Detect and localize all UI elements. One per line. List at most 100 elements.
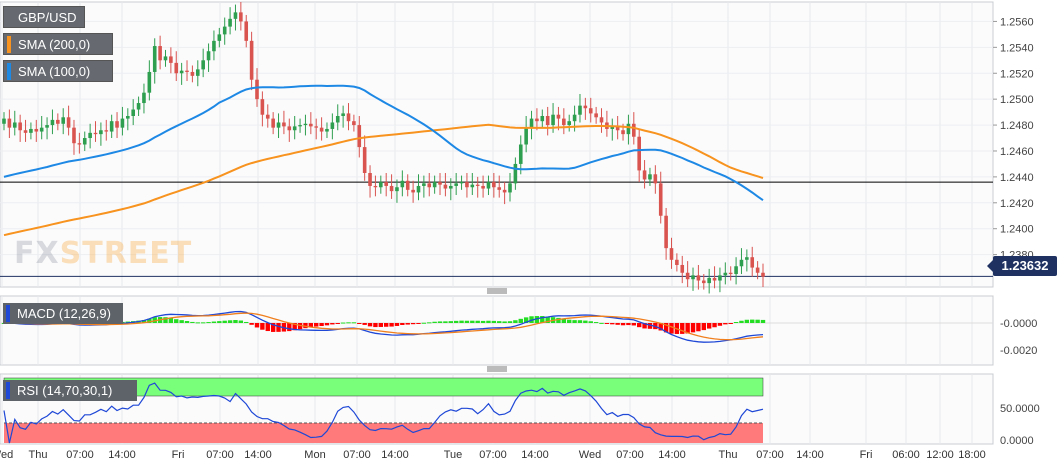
y-tick-label: 1.2440 bbox=[1000, 172, 1034, 184]
macd-bar bbox=[184, 321, 190, 323]
candle-body bbox=[642, 170, 647, 180]
candle-body bbox=[739, 259, 744, 267]
macd-bar bbox=[163, 317, 168, 323]
macd-bar bbox=[663, 323, 669, 333]
sma200-legend[interactable]: SMA (200,0) bbox=[3, 33, 113, 55]
x-tick-label: 18:00 bbox=[958, 449, 986, 461]
candle-body bbox=[61, 117, 66, 124]
macd-bar bbox=[486, 320, 491, 323]
macd-bar bbox=[696, 323, 701, 332]
macd-bar bbox=[755, 319, 760, 323]
macd-bar bbox=[357, 323, 362, 324]
candle-body bbox=[330, 122, 335, 129]
candle-body bbox=[637, 136, 641, 171]
candle-body bbox=[212, 40, 216, 52]
candle-body bbox=[734, 266, 738, 275]
candle-body bbox=[147, 71, 152, 93]
macd-bar bbox=[540, 316, 545, 323]
macd-bar bbox=[265, 323, 270, 332]
candle-body bbox=[303, 123, 308, 126]
candle-body bbox=[249, 40, 254, 80]
candle-body bbox=[99, 130, 103, 135]
macd-bar bbox=[620, 323, 626, 326]
candle-body bbox=[282, 122, 286, 127]
macd-bar bbox=[610, 323, 615, 325]
x-tick-label: 07:00 bbox=[479, 449, 507, 461]
macd-bar bbox=[249, 323, 254, 325]
macd-bar bbox=[470, 320, 475, 323]
macd-bar bbox=[636, 323, 642, 328]
macd-bar bbox=[330, 323, 335, 325]
macd-bar bbox=[260, 323, 265, 330]
candle-body bbox=[524, 127, 528, 145]
candle-body bbox=[502, 189, 507, 193]
macd-bar bbox=[534, 316, 540, 323]
candle-body bbox=[745, 257, 749, 260]
candle-body bbox=[12, 122, 17, 128]
candle-body bbox=[653, 174, 658, 184]
x-tick-label: 14:00 bbox=[381, 449, 409, 461]
macd-bar bbox=[227, 320, 233, 323]
macd-bar bbox=[222, 320, 227, 323]
x-tick-label: 07:00 bbox=[616, 449, 644, 461]
candle-body bbox=[422, 183, 426, 186]
candle-body bbox=[728, 272, 733, 275]
last-price-tag: 1.23632 bbox=[987, 256, 1057, 276]
y-tick-label: 1.2480 bbox=[1000, 120, 1034, 132]
symbol-legend: GBP/USD bbox=[3, 6, 85, 28]
candle-body bbox=[508, 183, 512, 193]
macd-label[interactable]: MACD (12,26,9) bbox=[3, 303, 123, 324]
candle-body bbox=[432, 182, 437, 188]
macd-y-tick: -0.0020 bbox=[1000, 345, 1037, 357]
macd-bar bbox=[238, 320, 244, 323]
candle-body bbox=[416, 185, 421, 193]
macd-bar bbox=[287, 323, 292, 332]
sma100-legend[interactable]: SMA (100,0) bbox=[3, 60, 113, 82]
candle-body bbox=[239, 12, 243, 22]
candle-body bbox=[492, 182, 496, 188]
macd-bar bbox=[416, 323, 421, 324]
candle-body bbox=[567, 121, 572, 126]
candle-body bbox=[77, 143, 82, 145]
x-tick-label: 14:00 bbox=[796, 449, 824, 461]
candle-body bbox=[648, 174, 652, 180]
x-tick-label: Fri bbox=[172, 449, 185, 461]
candle-body bbox=[34, 128, 39, 132]
candle-body bbox=[217, 34, 222, 41]
macd-bar bbox=[518, 318, 523, 323]
candle-body bbox=[658, 183, 663, 216]
candle-body bbox=[158, 46, 162, 61]
x-tick-label: 07:00 bbox=[343, 449, 371, 461]
macd-bar bbox=[276, 323, 281, 332]
candle-body bbox=[82, 138, 87, 145]
macd-bar bbox=[599, 322, 604, 324]
macd-bar bbox=[383, 323, 389, 327]
rsi-swatch bbox=[6, 382, 10, 399]
macd-bar bbox=[351, 322, 357, 324]
candle-body bbox=[443, 184, 448, 189]
candles bbox=[2, 2, 765, 294]
macd-bar bbox=[217, 321, 222, 323]
candle-body bbox=[696, 275, 701, 281]
rsi-y-tick: 0.0000 bbox=[1000, 435, 1034, 447]
rsi-y-tick: 50.0000 bbox=[1000, 403, 1040, 415]
macd-label-text: MACD (12,26,9) bbox=[17, 306, 111, 321]
rsi-label[interactable]: RSI (14,70,30,1) bbox=[3, 380, 137, 401]
macd-bar bbox=[427, 322, 432, 324]
macd-bar bbox=[760, 319, 766, 323]
candle-body bbox=[583, 105, 588, 109]
macd-bar bbox=[314, 323, 319, 327]
y-tick-label: 1.2420 bbox=[1000, 198, 1034, 210]
macd-bar bbox=[577, 320, 583, 323]
candle-body bbox=[540, 116, 545, 122]
macd-bar bbox=[324, 323, 330, 326]
candle-body bbox=[669, 248, 674, 260]
candle-body bbox=[599, 117, 604, 123]
macd-bar bbox=[690, 323, 696, 333]
x-tick-label: Mon bbox=[304, 449, 325, 461]
macd-bar bbox=[378, 323, 384, 327]
macd-bar bbox=[195, 322, 200, 324]
macd-bar bbox=[739, 320, 744, 323]
candle-body bbox=[755, 267, 760, 273]
